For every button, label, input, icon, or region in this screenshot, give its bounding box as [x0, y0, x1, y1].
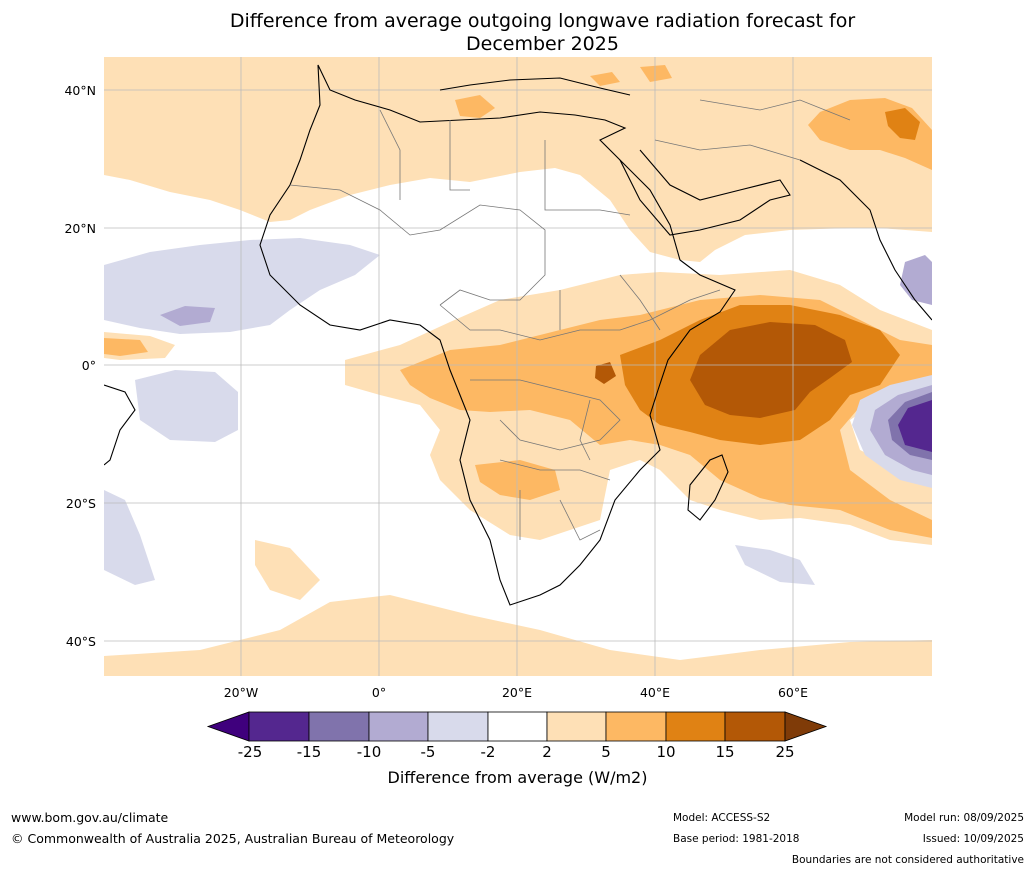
- lon-tick-20w: 20°W: [224, 685, 259, 700]
- footer-model: Model: ACCESS-S2: [673, 812, 771, 824]
- footer-issued: Issued: 10/09/2025: [922, 833, 1024, 845]
- colorbar-high-extend: [784, 711, 828, 742]
- footer-disclaimer: Boundaries are not considered authoritat…: [791, 854, 1024, 866]
- lat-tick-40s: 40°S: [66, 634, 96, 649]
- colorbar-tick: 10: [656, 743, 676, 761]
- anomaly-turkey-patch: [590, 72, 620, 86]
- graticule: [104, 57, 932, 676]
- colorbar-label: Difference from average (W/m2): [387, 768, 648, 787]
- colorbar-low-extend: [206, 711, 250, 742]
- colorbar-tick: 25: [775, 743, 795, 761]
- anomaly-south-atlantic-negative: [135, 370, 238, 442]
- colorbar-tick: -10: [356, 743, 382, 761]
- anomaly-north-band: [104, 57, 932, 262]
- anomaly-east-negative-core: [898, 400, 932, 452]
- colorbar-tick: -25: [237, 743, 263, 761]
- anomaly-atlantic-negative-core: [160, 306, 215, 326]
- colorbar-tick: -2: [480, 743, 496, 761]
- footer-base-period: Base period: 1981-2018: [673, 833, 800, 845]
- footer-copyright: © Commonwealth of Australia 2025, Austra…: [11, 831, 455, 846]
- lat-tick-labels: 40°N 20°N 0° 20°S 40°S: [64, 83, 96, 649]
- anomaly-bay-bengal-negative: [900, 255, 932, 305]
- footer-model-run: Model run: 08/09/2025: [904, 812, 1024, 824]
- anomaly-south-atlantic-light: [255, 540, 320, 600]
- colorbar-bin: [308, 711, 370, 742]
- colorbar-bin: [487, 711, 548, 742]
- lat-tick-0: 0°: [82, 358, 96, 373]
- colorbar-tick: 2: [542, 743, 552, 761]
- anomaly-guinea-core: [104, 338, 148, 356]
- anomaly-brazil-negative: [104, 490, 155, 585]
- country-borders: [289, 99, 851, 541]
- title-line-2: December 2025: [466, 33, 619, 55]
- lat-tick-20s: 20°S: [66, 496, 96, 511]
- colorbar-bin: [368, 711, 429, 742]
- lon-tick-60e: 60°E: [778, 685, 808, 700]
- colorbar-tick: -5: [420, 743, 436, 761]
- anomaly-caspian-patch: [640, 65, 672, 82]
- lon-tick-0: 0°: [372, 685, 386, 700]
- lon-tick-40e: 40°E: [640, 685, 670, 700]
- colorbar-tick: 15: [715, 743, 735, 761]
- anomaly-iran-core: [885, 108, 920, 140]
- colorbar-bin: [665, 711, 726, 742]
- colorbar-bin: [248, 711, 310, 742]
- colorbar-bin: [546, 711, 607, 742]
- lon-tick-labels: 20°W 0° 20°E 40°E 60°E: [224, 685, 808, 700]
- anomaly-south-ocean-band: [104, 595, 932, 676]
- colorbar: [206, 711, 828, 742]
- footer-url: www.bom.gov.au/climate: [11, 810, 169, 825]
- map-title: Difference from average outgoing longwav…: [150, 10, 935, 56]
- lon-tick-20e: 20°E: [502, 685, 532, 700]
- coastlines: [104, 64, 932, 606]
- lat-tick-20n: 20°N: [64, 221, 96, 236]
- title-line-1: Difference from average outgoing longwav…: [229, 10, 856, 32]
- colorbar-tick: 5: [601, 743, 611, 761]
- anomaly-lake-victoria: [595, 362, 616, 384]
- colorbar-bin: [427, 711, 489, 742]
- anomaly-field: [104, 57, 932, 676]
- anomaly-atlantic-negative: [104, 238, 380, 334]
- colorbar-bin: [724, 711, 786, 742]
- colorbar-tick: -15: [296, 743, 322, 761]
- anomaly-indian-negative: [735, 545, 815, 585]
- anomaly-med-patch: [455, 95, 495, 118]
- anomaly-indian-ocean-core: [690, 322, 852, 418]
- lat-tick-40n: 40°N: [64, 83, 96, 98]
- colorbar-bin: [605, 711, 667, 742]
